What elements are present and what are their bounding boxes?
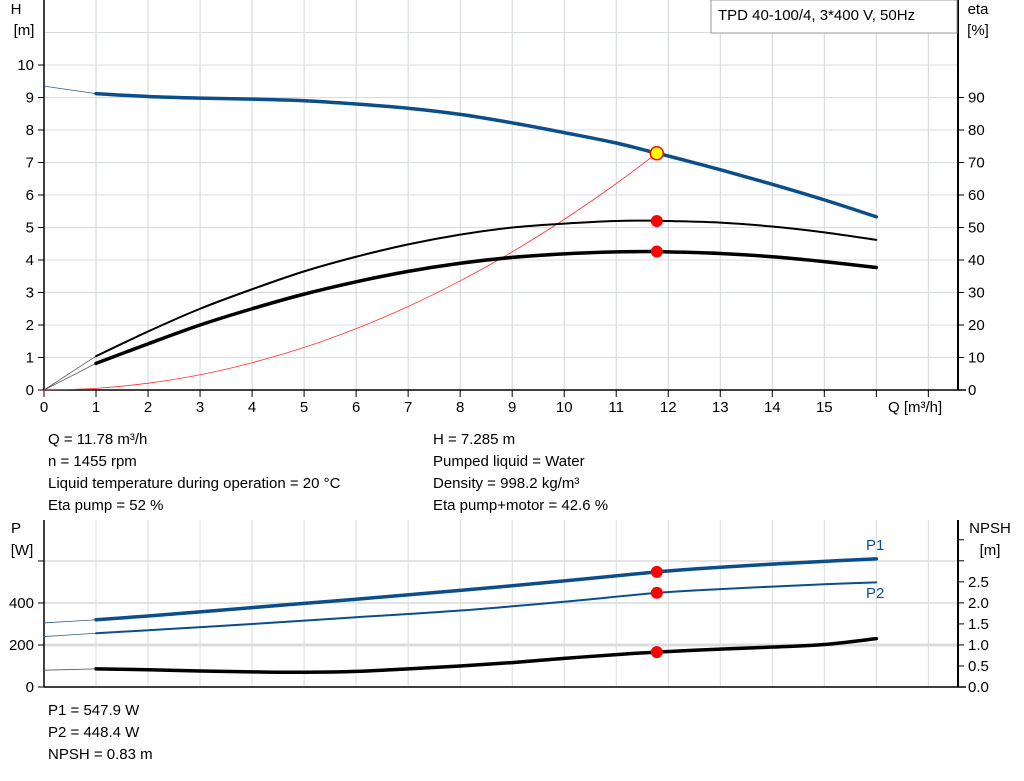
y-tick-label: 3 — [26, 285, 34, 302]
duty-point-marker — [649, 145, 665, 161]
y2-tick-label: 70 — [968, 155, 985, 172]
p-axis-unit: [W] — [11, 542, 34, 559]
info-eta-total: Eta pump+motor = 42.6 % — [433, 497, 609, 514]
x-tick-label: 13 — [712, 399, 729, 416]
y2-tick-label: 40 — [968, 252, 985, 269]
x-tick-label: 0 — [40, 399, 48, 416]
info-npsh: NPSH = 0.83 m — [48, 746, 153, 763]
x-tick-label: 1 — [92, 399, 100, 416]
y2-tick-label: 50 — [968, 220, 985, 237]
y-tick-label: 9 — [26, 90, 34, 107]
npsh-tick-label: 2.5 — [968, 574, 989, 591]
x-tick-label: 10 — [556, 399, 573, 416]
y-tick-label: 6 — [26, 187, 34, 204]
x-tick-label: 4 — [248, 399, 256, 416]
y2-tick-label: 60 — [968, 187, 985, 204]
x-tick-label: 9 — [508, 399, 516, 416]
y-tick-label: 5 — [26, 220, 34, 237]
info-eta-pump: Eta pump = 52 % — [48, 497, 164, 514]
npsh-extension — [43, 668, 97, 671]
y2-tick-label: 0 — [968, 382, 976, 399]
y-tick-label: 10 — [17, 57, 34, 74]
head-curve — [94, 91, 879, 219]
y2-tick-label: 80 — [968, 122, 985, 139]
info-h: H = 7.285 m — [433, 431, 516, 448]
npsh-marker — [650, 646, 663, 659]
npsh-axis-label: NPSH — [969, 520, 1011, 537]
p2-extension — [43, 632, 97, 637]
y-tick-label: 4 — [26, 252, 34, 269]
y2-axis-unit: [%] — [967, 22, 989, 39]
system-curve — [43, 152, 658, 391]
info-density: Density = 998.2 kg/m³ — [433, 475, 580, 492]
x-tick-label: 12 — [660, 399, 677, 416]
x-tick-label: 15 — [816, 399, 833, 416]
head-extension — [43, 85, 97, 94]
eta-pump-motor-marker — [650, 245, 663, 258]
npsh-tick-label: 0.5 — [968, 658, 989, 675]
y-tick-label: 2 — [26, 317, 34, 334]
info-p1: P1 = 547.9 W — [48, 702, 140, 719]
p1-marker — [650, 565, 663, 578]
p1-extension — [43, 619, 97, 624]
x-tick-label: 3 — [196, 399, 204, 416]
x-axis-label: Q [m³/h] — [888, 399, 942, 416]
p-axis-label: P — [11, 520, 21, 537]
npsh-tick-label: 0.0 — [968, 679, 989, 696]
y2-tick-label: 20 — [968, 317, 985, 334]
npsh-tick-label: 1.5 — [968, 616, 989, 633]
eta-pump-motor-curve — [94, 249, 879, 366]
x-tick-label: 11 — [608, 399, 624, 416]
y2-tick-label: 90 — [968, 90, 985, 107]
info-p2: P2 = 448.4 W — [48, 724, 140, 741]
y-tick-label: 0 — [26, 382, 34, 399]
y2-tick-label: 30 — [968, 285, 985, 302]
y-tick-label: 1 — [26, 350, 34, 367]
eta-pump-motor-extension — [43, 362, 97, 391]
y-tick-label: 7 — [26, 155, 34, 172]
x-tick-label: 14 — [764, 399, 781, 416]
p2-series-label: P2 — [866, 585, 884, 602]
p2-marker — [650, 586, 663, 599]
p-tick-label: 400 — [9, 595, 34, 612]
x-tick-label: 2 — [144, 399, 152, 416]
x-tick-label: 5 — [300, 399, 308, 416]
npsh-tick-label: 2.0 — [968, 595, 989, 612]
eta-pump-marker — [650, 215, 663, 227]
x-tick-label: 8 — [456, 399, 464, 416]
y2-axis-label: eta — [968, 1, 990, 18]
x-tick-label: 7 — [404, 399, 412, 416]
npsh-tick-label: 1.0 — [968, 637, 989, 654]
p-tick-label: 200 — [9, 637, 34, 654]
eta-pump-extension — [43, 355, 97, 391]
info-temp: Liquid temperature during operation = 20… — [48, 475, 341, 492]
chart-title: TPD 40-100/4, 3*400 V, 50Hz — [718, 7, 915, 24]
npsh-curve — [94, 636, 879, 675]
p-tick-label: 0 — [26, 679, 34, 696]
eta-pump-curve — [95, 219, 878, 358]
info-liquid: Pumped liquid = Water — [433, 453, 585, 470]
x-tick-label: 6 — [352, 399, 360, 416]
y-tick-label: 8 — [26, 122, 34, 139]
y-axis-unit: [m] — [14, 22, 35, 39]
info-n: n = 1455 rpm — [48, 453, 137, 470]
y2-tick-label: 10 — [968, 350, 985, 367]
y-axis-label: H — [11, 1, 22, 18]
p1-curve — [94, 557, 879, 622]
p2-curve — [95, 581, 878, 635]
p1-series-label: P1 — [866, 537, 884, 554]
info-q: Q = 11.78 m³/h — [48, 431, 148, 448]
npsh-axis-unit: [m] — [980, 542, 1001, 559]
title-box — [710, 0, 958, 34]
